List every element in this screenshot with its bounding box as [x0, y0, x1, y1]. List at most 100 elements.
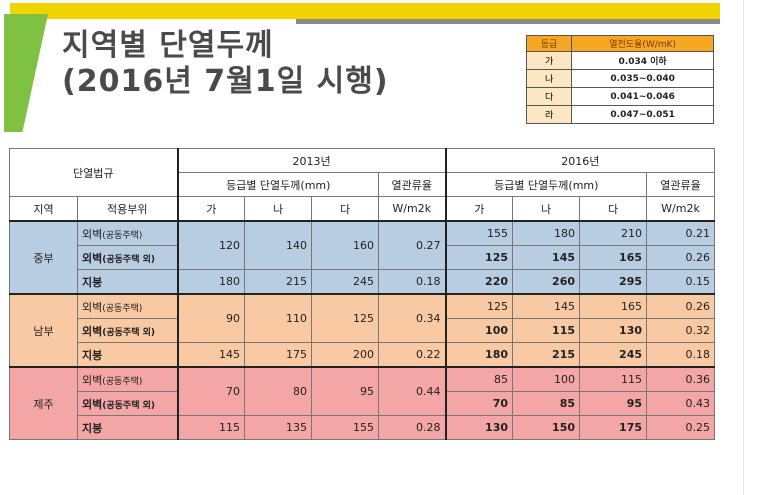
u-value-cell: 0.22	[378, 342, 447, 368]
u-value-cell: 0.36	[646, 366, 716, 392]
value-cell: 245	[311, 269, 380, 295]
part-cell: 지붕	[76, 269, 179, 295]
part-cell: 외벽(공동주택)	[76, 220, 179, 246]
value-cell: 80	[244, 366, 313, 416]
part-note: (공동주택)	[102, 230, 143, 241]
value-cell: 135	[244, 415, 313, 440]
legend-header-grade: 등급	[525, 35, 573, 52]
part-cell: 외벽(공동주택 외)	[76, 391, 179, 416]
grade-header: 나	[512, 196, 581, 222]
u-value-cell: 0.44	[378, 366, 447, 416]
value-cell: 180	[512, 220, 581, 246]
part-column-header: 적용부위	[76, 196, 179, 222]
page-edge-divider	[743, 0, 744, 495]
value-cell: 155	[311, 415, 380, 440]
grade-header: 가	[444, 196, 514, 222]
value-cell: 295	[579, 269, 648, 295]
value-cell: 140	[244, 220, 313, 270]
value-cell: 130	[579, 318, 648, 343]
value-cell: 180	[176, 269, 246, 295]
part-label: 외벽	[82, 300, 103, 314]
legend-value: 0.034 이하	[571, 51, 714, 70]
value-cell: 175	[579, 415, 648, 440]
value-cell: 125	[444, 245, 514, 270]
thickness-header-2013: 등급별 단열두께(mm)	[176, 172, 380, 197]
region-column-header: 지역	[9, 196, 78, 222]
part-cell: 외벽(공동주택 외)	[76, 318, 179, 343]
region-name: 제주	[9, 366, 78, 440]
year-2013-header: 2013년	[176, 148, 447, 173]
unit-header: W/m2k	[646, 196, 716, 222]
heat-header-2013: 열관류율	[378, 172, 447, 197]
legend-value: 0.041~0.046	[571, 87, 714, 106]
legend-grade: 다	[525, 87, 573, 106]
u-value-cell: 0.43	[646, 391, 716, 416]
part-label: 외벽	[82, 324, 103, 338]
part-cell: 외벽(공동주택)	[76, 293, 179, 319]
legend-grade: 라	[525, 105, 573, 124]
value-cell: 145	[176, 342, 246, 368]
value-cell: 155	[444, 220, 514, 246]
part-note: (공동주택)	[102, 303, 143, 314]
value-cell: 120	[176, 220, 246, 270]
insulation-thickness-table: 단열법규 2013년 2016년 등급별 단열두께(mm) 열관류율 등급별 단…	[8, 148, 716, 440]
u-value-cell: 0.21	[646, 220, 716, 246]
value-cell: 260	[512, 269, 581, 295]
grade-header: 다	[311, 196, 380, 222]
value-cell: 175	[244, 342, 313, 368]
part-cell: 지붕	[76, 415, 179, 440]
year-2016-header: 2016년	[444, 148, 716, 173]
value-cell: 220	[444, 269, 514, 295]
conductivity-legend-table: 등급 열전도율(W/mK) 가 0.034 이하 나 0.035~0.040 다 0.…	[525, 35, 714, 124]
value-cell: 145	[512, 293, 581, 319]
value-cell: 160	[311, 220, 380, 270]
unit-header: W/m2k	[378, 196, 447, 222]
value-cell: 115	[579, 366, 648, 392]
part-label: 외벽	[82, 251, 103, 265]
value-cell: 95	[579, 391, 648, 416]
title-accent-bar	[10, 3, 720, 19]
value-cell: 150	[512, 415, 581, 440]
part-label: 외벽	[82, 397, 103, 411]
region-name: 남부	[9, 293, 78, 368]
u-value-cell: 0.15	[646, 269, 716, 295]
value-cell: 245	[579, 342, 648, 368]
value-cell: 70	[176, 366, 246, 416]
value-cell: 180	[444, 342, 514, 368]
regulation-header: 단열법규	[8, 148, 179, 197]
u-value-cell: 0.26	[646, 245, 716, 270]
value-cell: 145	[512, 245, 581, 270]
value-cell: 85	[444, 366, 514, 392]
title-line-2: (2016년 7월1일 시행)	[62, 64, 389, 99]
page-title: 지역별 단열두께 (2016년 7월1일 시행)	[62, 28, 389, 100]
u-value-cell: 0.18	[646, 342, 716, 368]
value-cell: 215	[512, 342, 581, 368]
part-label: 외벽	[82, 373, 103, 387]
part-note: (공동주택 외)	[102, 327, 156, 338]
slide: 지역별 단열두께 (2016년 7월1일 시행) 등급 열전도율(W/mK) 가…	[4, 3, 720, 440]
value-cell: 85	[512, 391, 581, 416]
u-value-cell: 0.34	[378, 293, 447, 343]
value-cell: 125	[311, 293, 380, 343]
value-cell: 165	[579, 293, 648, 319]
legend-value: 0.035~0.040	[571, 69, 714, 88]
value-cell: 165	[579, 245, 648, 270]
part-note: (공동주택 외)	[102, 400, 156, 411]
part-label: 외벽	[82, 227, 103, 241]
value-cell: 100	[444, 318, 514, 343]
legend-grade: 나	[525, 69, 573, 88]
title-underline-bar	[296, 19, 720, 24]
part-cell: 지붕	[76, 342, 179, 368]
part-note: (공동주택 외)	[102, 254, 156, 265]
value-cell: 100	[512, 366, 581, 392]
title-line-1: 지역별 단열두께	[62, 28, 274, 63]
green-accent-tab	[4, 14, 48, 132]
value-cell: 110	[244, 293, 313, 343]
part-note: (공동주택)	[102, 376, 143, 387]
value-cell: 210	[579, 220, 648, 246]
legend-header-conductivity: 열전도율(W/mK)	[571, 35, 714, 52]
value-cell: 70	[444, 391, 514, 416]
thickness-header-2016: 등급별 단열두께(mm)	[444, 172, 648, 197]
u-value-cell: 0.32	[646, 318, 716, 343]
value-cell: 215	[244, 269, 313, 295]
